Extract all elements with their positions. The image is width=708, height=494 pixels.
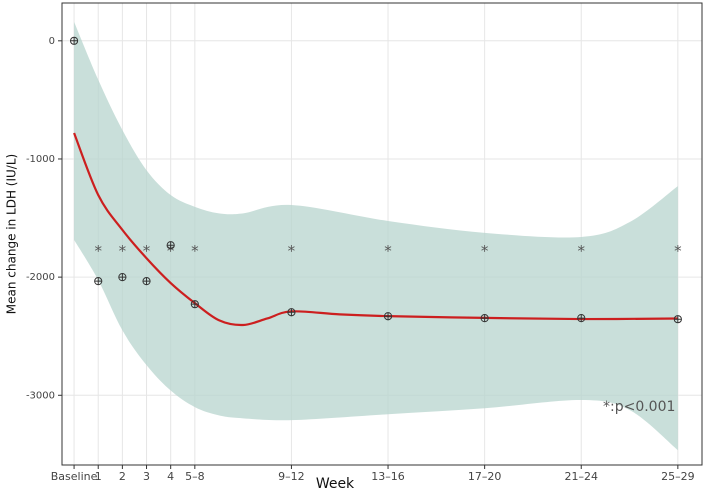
x-tick-label: 13–16 <box>371 470 405 483</box>
significance-mark: * <box>143 242 151 260</box>
data-point <box>142 277 151 286</box>
data-point <box>577 314 586 323</box>
data-point <box>287 308 296 317</box>
data-point <box>190 300 199 309</box>
point-cross <box>191 300 199 308</box>
point-cross <box>481 314 489 322</box>
point-cross <box>674 315 682 323</box>
x-tick-label: 4 <box>167 470 174 483</box>
x-tick-label: 9–12 <box>278 470 305 483</box>
point-cross <box>94 277 102 285</box>
data-point <box>673 315 682 324</box>
significance-mark: * <box>191 242 199 260</box>
significance-mark: * <box>167 242 175 260</box>
y-tick-label: -1000 <box>26 154 55 165</box>
plot-border <box>61 2 703 466</box>
point-cross <box>384 312 392 320</box>
x-tick-label: 21–24 <box>564 470 598 483</box>
point-cross <box>70 37 78 45</box>
significance-mark: * <box>577 242 585 260</box>
x-tick-label: 1 <box>95 470 102 483</box>
y-tick-label: 0 <box>49 36 55 47</box>
data-point <box>166 241 175 250</box>
x-tick-label: Baseline <box>51 470 98 483</box>
data-point <box>118 273 127 282</box>
y-axis-label: Mean change in LDH (IU/L) <box>5 154 19 314</box>
significance-mark: * <box>94 242 102 260</box>
data-point <box>94 277 103 286</box>
point-cross <box>577 314 585 322</box>
data-point <box>383 312 393 321</box>
x-tick-label: 17–20 <box>468 470 502 483</box>
y-tick-label: -3000 <box>26 390 55 401</box>
significance-mark: * <box>674 242 682 260</box>
confidence-band <box>74 21 678 451</box>
data-point <box>69 36 79 45</box>
data-point <box>480 314 489 323</box>
x-tick-label: 25–29 <box>661 470 695 483</box>
x-tick-label: 2 <box>119 470 126 483</box>
significance-mark: * <box>481 242 489 260</box>
point-cross <box>118 273 126 281</box>
annotation: *:p<0.001 <box>603 399 675 415</box>
x-tick-label: 3 <box>143 470 150 483</box>
x-tick-label: 5–8 <box>185 470 205 483</box>
point-cross <box>142 277 151 285</box>
point-cross <box>287 308 296 316</box>
significance-mark: * <box>288 242 296 260</box>
x-axis-label: Week <box>316 476 355 492</box>
point-cross <box>167 241 175 249</box>
significance-mark: * <box>384 242 392 260</box>
significance-mark: * <box>119 242 127 260</box>
y-tick-label: -2000 <box>26 272 55 283</box>
